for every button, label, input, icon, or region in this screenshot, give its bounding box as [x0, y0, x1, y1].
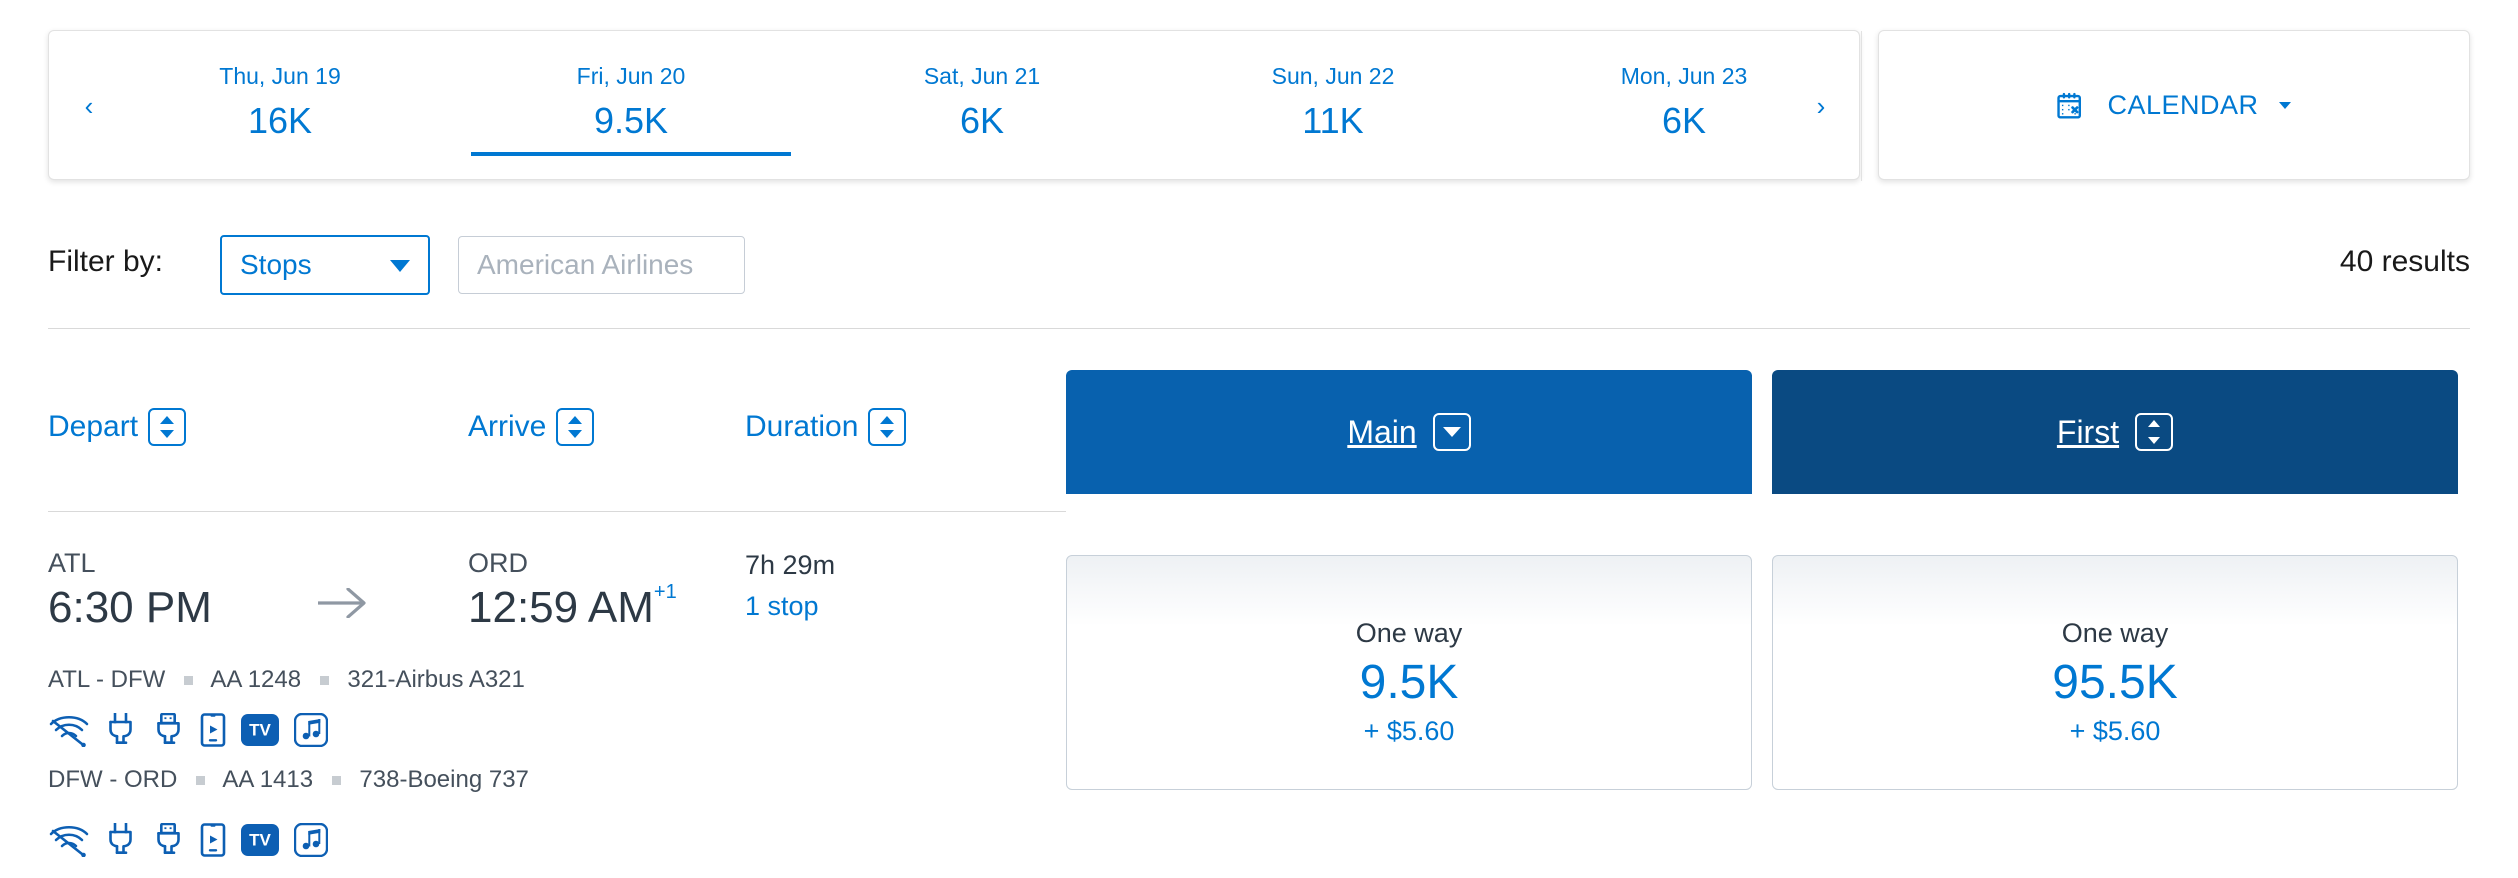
svg-text:TV: TV — [249, 721, 271, 740]
svg-text:TV: TV — [249, 831, 271, 850]
